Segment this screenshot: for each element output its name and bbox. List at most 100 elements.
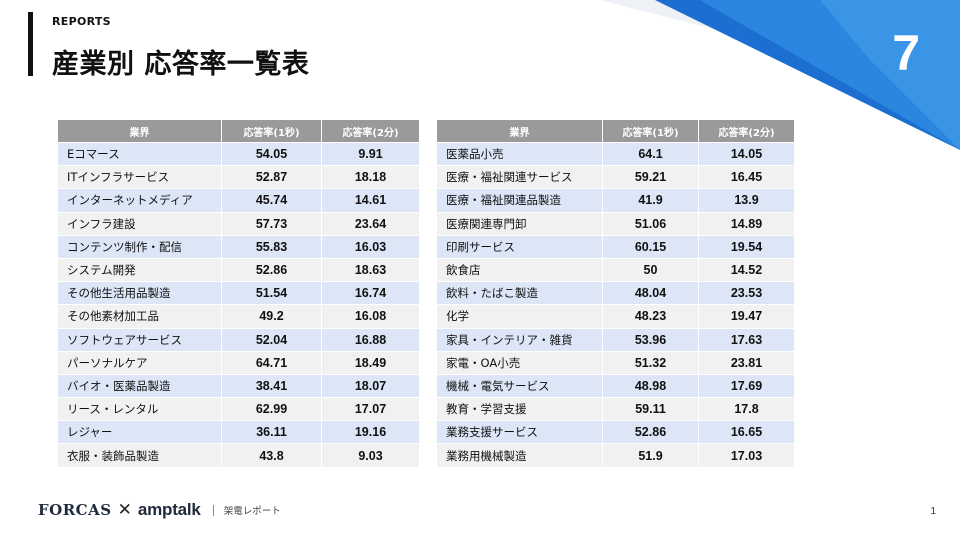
industry-cell: 業務支援サービス [436,420,603,445]
industry-cell: Eコマース [57,141,222,167]
rate-1s-cell: 62.99 [221,397,322,422]
table-header-row: 業界 応答率(1秒) 応答率(2分) [436,119,795,143]
table-row: 医療・福祉関連サービス 59.21 16.45 [436,165,795,190]
rate-1s-cell: 52.86 [221,257,322,283]
slide-number: 7 [892,25,920,81]
rate-2s-cell: 17.69 [698,373,795,399]
amptalk-logo: amptalk [137,500,201,519]
rate-1s-cell: 54.05 [221,141,322,167]
table-row: 医療関連専門卸 51.06 14.89 [436,211,795,236]
industry-cell: ソフトウェアサービス [57,327,222,352]
industry-cell: 教育・学習支援 [436,397,603,422]
table-row: 家電・OA小売 51.32 23.81 [436,350,795,375]
table-row: 化学 48.23 19.47 [436,304,795,329]
rate-2s-cell: 9.91 [321,141,420,167]
table-row: バイオ・医薬品製造 38.41 18.07 [57,373,420,399]
rate-2s-cell: 16.08 [321,304,420,329]
table-row: ソフトウェアサービス 52.04 16.88 [57,327,420,352]
rate-2s-cell: 16.74 [321,281,420,306]
response-rate-table-right: 業界 応答率(1秒) 応答率(2分) 医薬品小売 64.1 14.05 医療・福祉関連… [436,119,795,468]
rate-1s-cell: 41.9 [602,188,699,213]
rate-2s-cell: 14.05 [698,141,795,167]
rate-2s-cell: 16.45 [698,165,795,190]
table-row: システム開発 52.86 18.63 [57,257,420,283]
response-rate-table-left: 業界 応答率(1秒) 応答率(2分) Eコマース 54.05 9.91 ITインフラサ… [57,119,420,468]
rate-1s-cell: 36.11 [221,420,322,445]
industry-cell: システム開発 [57,257,222,283]
table-header-row: 業界 応答率(1秒) 応答率(2分) [57,119,420,143]
rate-1s-cell: 55.83 [221,234,322,259]
table-row: インターネットメディア 45.74 14.61 [57,188,420,213]
rate-2s-cell: 19.47 [698,304,795,329]
rate-2s-cell: 17.8 [698,397,795,422]
rate-2s-cell: 9.03 [321,443,420,468]
title-accent-bar [28,12,33,76]
rate-2s-cell: 18.18 [321,165,420,190]
table-row: インフラ建設 57.73 23.64 [57,211,420,236]
rate-1s-cell: 57.73 [221,211,322,236]
industry-cell: 医療関連専門卸 [436,211,603,236]
table-row: 飲食店 50 14.52 [436,257,795,283]
rate-1s-cell: 43.8 [221,443,322,468]
rate-1s-cell: 49.2 [221,304,322,329]
industry-cell: バイオ・医薬品製造 [57,373,222,399]
table-row: 業務支援サービス 52.86 16.65 [436,420,795,445]
rate-2s-cell: 17.03 [698,443,795,468]
page-title: 産業別 応答率一覧表 [52,49,310,80]
rate-2s-cell: 17.07 [321,397,420,422]
rate-1s-cell: 52.04 [221,327,322,352]
column-header-rate-1s: 応答率(1秒) [602,119,699,143]
rate-1s-cell: 48.98 [602,373,699,399]
industry-cell: 飲食店 [436,257,603,283]
industry-cell: 業務用機械製造 [436,443,603,468]
table-row: 家具・インテリア・雑貨 53.96 17.63 [436,327,795,352]
table-row: リース・レンタル 62.99 17.07 [57,397,420,422]
table-row: ITインフラサービス 52.87 18.18 [57,165,420,190]
rate-1s-cell: 38.41 [221,373,322,399]
rate-1s-cell: 59.21 [602,165,699,190]
industry-cell: その他生活用品製造 [57,281,222,306]
rate-1s-cell: 48.04 [602,281,699,306]
rate-1s-cell: 51.32 [602,350,699,375]
industry-cell: ITインフラサービス [57,165,222,190]
rate-1s-cell: 53.96 [602,327,699,352]
table-row: 医療・福祉関連品製造 41.9 13.9 [436,188,795,213]
table-row: 衣服・装飾品製造 43.8 9.03 [57,443,420,468]
rate-1s-cell: 48.23 [602,304,699,329]
rate-2s-cell: 14.61 [321,188,420,213]
table-row: 機械・電気サービス 48.98 17.69 [436,373,795,399]
rate-2s-cell: 19.54 [698,234,795,259]
rate-2s-cell: 16.88 [321,327,420,352]
page-number: 1 [930,506,936,517]
rate-1s-cell: 51.54 [221,281,322,306]
footer-divider [212,504,214,516]
industry-cell: 医療・福祉関連品製造 [436,188,603,213]
table-row: 医薬品小売 64.1 14.05 [436,141,795,167]
table-row: コンテンツ制作・配信 55.83 16.03 [57,234,420,259]
footer-logos: FORCAS ✕ amptalk 架電レポート [38,500,281,520]
industry-cell: インフラ建設 [57,211,222,236]
industry-cell: コンテンツ制作・配信 [57,234,222,259]
rate-1s-cell: 50 [602,257,699,283]
column-header-industry: 業界 [436,119,603,143]
forcas-logo: FORCAS [38,501,112,519]
rate-2s-cell: 14.52 [698,257,795,283]
industry-cell: インターネットメディア [57,188,222,213]
rate-2s-cell: 17.63 [698,327,795,352]
rate-2s-cell: 19.16 [321,420,420,445]
rate-1s-cell: 51.06 [602,211,699,236]
industry-cell: 医療・福祉関連サービス [436,165,603,190]
table-row: 印刷サービス 60.15 19.54 [436,234,795,259]
cross-icon: ✕ [117,500,132,520]
column-header-rate-2s: 応答率(2分) [321,119,420,143]
industry-cell: 家電・OA小売 [436,350,603,375]
rate-1s-cell: 60.15 [602,234,699,259]
rate-1s-cell: 64.1 [602,141,699,167]
rate-2s-cell: 18.07 [321,373,420,399]
industry-cell: パーソナルケア [57,350,222,375]
rate-1s-cell: 45.74 [221,188,322,213]
table-row: その他素材加工品 49.2 16.08 [57,304,420,329]
table-row: その他生活用品製造 51.54 16.74 [57,281,420,306]
table-row: Eコマース 54.05 9.91 [57,141,420,167]
rate-2s-cell: 23.53 [698,281,795,306]
